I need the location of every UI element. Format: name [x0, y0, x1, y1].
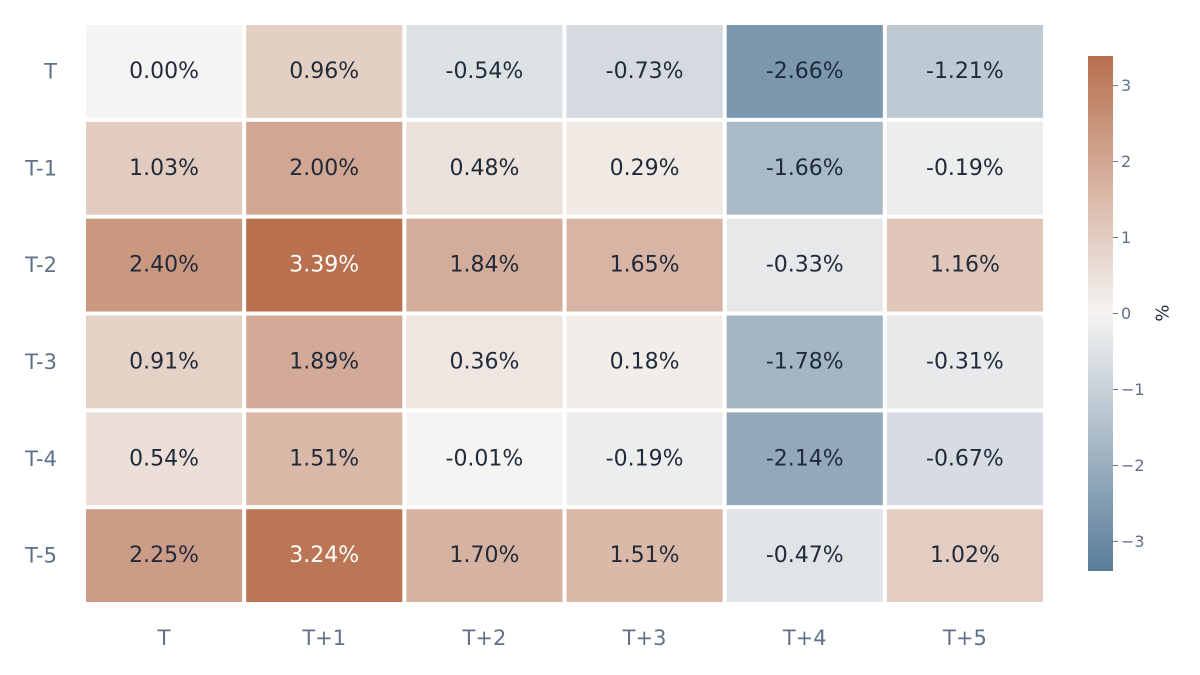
heatmap-cell	[566, 25, 723, 118]
cell-value-label: 1.70%	[449, 543, 519, 568]
colorbar-tick-label: −1	[1121, 380, 1145, 399]
y-axis-labels: T T-1 T-2 T-3 T-4 T-5	[24, 59, 57, 567]
colorbar-tick-label: 2	[1121, 152, 1131, 171]
cell-value-label: 0.96%	[289, 59, 359, 84]
heatmap-cell	[406, 315, 563, 409]
x-axis-labels: T T+1 T+2 T+3 T+4 T+5	[157, 626, 987, 650]
heatmap-cell	[246, 121, 403, 215]
heatmap-cell	[726, 218, 883, 312]
heatmap-cell	[406, 412, 563, 506]
heatmap-cells: 0.00% 0.96% -0.54% -0.73% -2.66% -1.21% 1.03% 2…	[86, 25, 1043, 602]
heatmap-cell	[406, 509, 563, 602]
cell-value-label: -0.19%	[926, 156, 1004, 181]
cell-value-label: -0.01%	[446, 446, 524, 471]
cell-value-label: -1.78%	[766, 349, 844, 374]
y-tick-label: T-3	[24, 350, 57, 374]
heatmap-cell	[886, 25, 1043, 118]
cell-value-label: 1.84%	[449, 253, 519, 278]
heatmap-cell	[886, 509, 1043, 602]
heatmap-cell	[566, 509, 723, 602]
cell-value-label: -0.67%	[926, 446, 1004, 471]
colorbar-tick-label: 0	[1121, 304, 1131, 323]
cell-value-label: 0.36%	[449, 349, 519, 374]
x-tick-label: T+4	[782, 626, 827, 650]
colorbar-ticks: 3 2 1 0 −1 −2 −3	[1113, 76, 1145, 551]
heatmap-cell	[886, 315, 1043, 409]
colorbar-gradient	[1088, 56, 1113, 571]
heatmap-cell	[86, 25, 243, 118]
cell-value-label: 0.00%	[129, 59, 199, 84]
cell-value-label: 1.03%	[129, 156, 199, 181]
cell-value-label: -2.66%	[766, 59, 844, 84]
cell-value-label: 1.51%	[289, 446, 359, 471]
cell-value-label: 3.24%	[289, 543, 359, 568]
y-tick-label: T-1	[24, 156, 57, 180]
cell-value-label: 2.25%	[129, 543, 199, 568]
heatmap-cell	[246, 509, 403, 602]
heatmap-cell	[566, 315, 723, 409]
heatmap-cell	[246, 412, 403, 506]
cell-value-label: 2.00%	[289, 156, 359, 181]
cell-value-label: -0.47%	[766, 543, 844, 568]
cell-value-label: 1.89%	[289, 349, 359, 374]
cell-value-label: 1.51%	[610, 543, 680, 568]
cell-value-label: 1.02%	[930, 543, 1000, 568]
heatmap-cell	[726, 315, 883, 409]
cell-value-label: -0.54%	[446, 59, 524, 84]
heatmap-cell	[886, 218, 1043, 312]
heatmap-cell	[86, 218, 243, 312]
cell-value-label: -0.31%	[926, 349, 1004, 374]
colorbar-tick-label: −3	[1121, 532, 1145, 551]
heatmap-cell	[246, 25, 403, 118]
cell-value-label: -1.66%	[766, 156, 844, 181]
cell-value-label: 0.29%	[610, 156, 680, 181]
heatmap-cell	[886, 412, 1043, 506]
heatmap-cell	[86, 121, 243, 215]
y-tick-label: T	[43, 59, 57, 83]
cell-value-label: -0.19%	[606, 446, 684, 471]
heatmap-cell	[246, 315, 403, 409]
heatmap-cell	[406, 121, 563, 215]
y-tick-label: T-2	[24, 253, 57, 277]
heatmap-cell	[886, 121, 1043, 215]
cell-value-label: 0.48%	[449, 156, 519, 181]
heatmap-cell	[86, 412, 243, 506]
cell-value-label: -1.21%	[926, 59, 1004, 84]
colorbar: 3 2 1 0 −1 −2 −3 %	[1088, 56, 1174, 571]
colorbar-tick-label: 1	[1121, 228, 1131, 247]
y-tick-label: T-4	[24, 447, 57, 471]
cell-value-label: -0.33%	[766, 253, 844, 278]
cell-value-label: 1.16%	[930, 253, 1000, 278]
heatmap-cell	[406, 25, 563, 118]
x-tick-label: T+5	[942, 626, 987, 650]
heatmap-cell	[406, 218, 563, 312]
heatmap-cell	[566, 218, 723, 312]
heatmap-cell	[726, 25, 883, 118]
heatmap-cell	[726, 412, 883, 506]
x-tick-label: T	[157, 626, 171, 650]
colorbar-tick-label: −2	[1121, 456, 1145, 475]
cell-value-label: 0.54%	[129, 446, 199, 471]
colorbar-tick-label: 3	[1121, 76, 1131, 95]
heatmap-cell	[86, 315, 243, 409]
cell-value-label: 2.40%	[129, 253, 199, 278]
heatmap-cell	[566, 412, 723, 506]
y-tick-label: T-5	[24, 544, 57, 568]
heatmap-cell	[246, 218, 403, 312]
heatmap-cell	[726, 121, 883, 215]
cell-value-label: 3.39%	[289, 253, 359, 278]
x-tick-label: T+3	[622, 626, 667, 650]
x-tick-label: T+1	[301, 626, 346, 650]
cell-value-label: 0.18%	[610, 349, 680, 374]
heatmap-cell	[566, 121, 723, 215]
cell-value-label: -2.14%	[766, 446, 844, 471]
cell-value-label: 0.91%	[129, 349, 199, 374]
heatmap-cell	[86, 509, 243, 602]
cell-value-label: 1.65%	[610, 253, 680, 278]
heatmap-cell	[726, 509, 883, 602]
x-tick-label: T+2	[462, 626, 507, 650]
colorbar-title: %	[1153, 304, 1174, 321]
cell-value-label: -0.73%	[606, 59, 684, 84]
